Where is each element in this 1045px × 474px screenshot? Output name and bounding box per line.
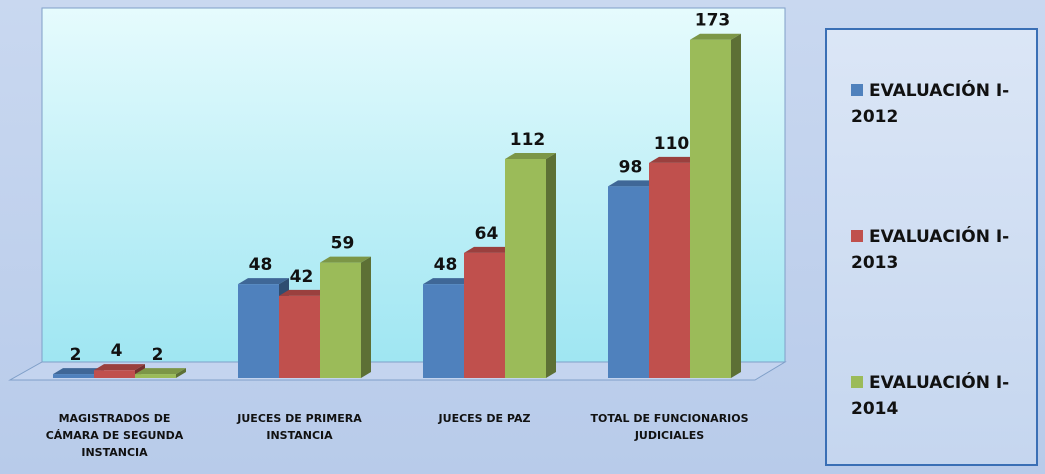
bar [279, 295, 320, 378]
legend-label: EVALUACIÓN I-2013 [851, 227, 1010, 273]
legend-label: EVALUACIÓN I-2012 [851, 81, 1010, 127]
data-label: 110 [654, 134, 690, 154]
bar-top [649, 156, 700, 163]
bar [53, 374, 94, 378]
bar [505, 158, 546, 378]
legend-label: EVALUACIÓN I-2014 [851, 373, 1010, 419]
bar-top [464, 246, 515, 253]
legend-swatch [851, 84, 863, 96]
bar-top [690, 33, 741, 40]
data-label: 48 [249, 255, 273, 275]
x-tick-label: JUECES DE PRIMERA INSTANCIA [237, 412, 362, 442]
bar-top [608, 180, 659, 187]
legend-swatch [851, 376, 863, 388]
bar-top [135, 368, 186, 375]
bar [690, 39, 731, 378]
bar-side [361, 256, 371, 378]
x-tick-label: MAGISTRADOS DE CÁMARA DE SEGUNDA INSTANC… [45, 412, 184, 459]
legend-swatch [851, 230, 863, 242]
bar [238, 284, 279, 378]
bar-side [731, 33, 741, 378]
bar-top [238, 278, 289, 285]
data-label: 173 [695, 11, 731, 31]
bar-top [279, 289, 330, 296]
bar [135, 374, 176, 378]
bar [423, 284, 464, 378]
bar [649, 162, 690, 378]
bar-top [94, 364, 145, 371]
bar [320, 262, 361, 378]
data-label: 42 [290, 267, 314, 287]
legend: EVALUACIÓN I-2012 EVALUACIÓN I-2013 EVALUA… [825, 28, 1038, 466]
bar [608, 186, 649, 378]
data-label: 98 [619, 157, 643, 177]
bar-top [423, 278, 474, 285]
bar-side [546, 152, 556, 378]
data-label: 2 [152, 345, 164, 365]
data-label: 48 [434, 255, 458, 275]
x-tick-label: JUECES DE PAZ [438, 412, 531, 425]
legend-entry: EVALUACIÓN I-2012 [851, 78, 1031, 130]
data-label: 2 [70, 345, 82, 365]
data-label: 4 [111, 341, 123, 361]
data-label: 59 [331, 234, 355, 254]
x-tick-label: TOTAL DE FUNCIONARIOS JUDICIALES [590, 412, 749, 442]
data-label: 64 [475, 224, 499, 244]
legend-entry: EVALUACIÓN I-2013 [851, 224, 1031, 276]
bar [94, 370, 135, 378]
bar-top [320, 256, 371, 263]
bar-top [53, 368, 104, 375]
data-label: 112 [510, 130, 546, 150]
bar-side [176, 368, 186, 378]
legend-entry: EVALUACIÓN I-2014 [851, 370, 1031, 422]
bar [464, 252, 505, 378]
bar-top [505, 152, 556, 159]
